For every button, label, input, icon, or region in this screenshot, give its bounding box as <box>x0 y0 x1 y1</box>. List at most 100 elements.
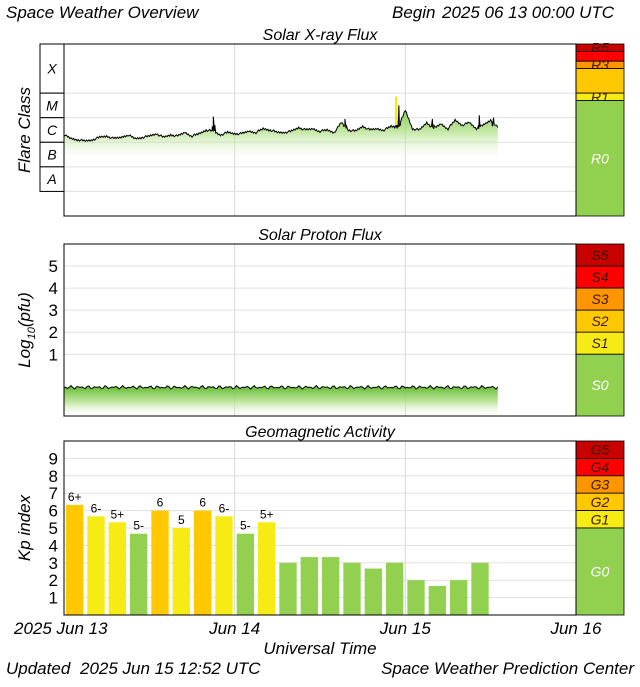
scale-label: G1 <box>591 511 610 527</box>
scale-label: G4 <box>591 459 610 475</box>
kp-ytick-label: 6 <box>49 502 58 521</box>
kp-bar <box>450 580 468 615</box>
scale-label: S2 <box>591 313 608 329</box>
scale-label: G3 <box>591 477 610 493</box>
kp-ylabel: Kp index <box>15 494 34 561</box>
scale-label: G2 <box>591 494 610 510</box>
begin-label: Begin <box>392 3 435 22</box>
class-label: C <box>47 122 58 138</box>
proton-title: Solar Proton Flux <box>258 227 383 244</box>
kp-bar <box>215 516 233 615</box>
kp-ytick-label: 5 <box>49 519 58 538</box>
kp-bar <box>258 522 276 615</box>
kp-bar-label: 5+ <box>260 507 274 521</box>
x-tick-label: Jun 14 <box>208 619 260 638</box>
kp-bar <box>428 585 446 615</box>
proton-fill <box>64 385 498 414</box>
kp-bar-label: 5- <box>133 519 144 533</box>
kp-bar <box>87 516 105 615</box>
proton-flux-line <box>63 384 499 390</box>
kp-bar <box>279 562 297 615</box>
kp-bar <box>471 562 489 615</box>
scale-level-R0 <box>575 100 625 217</box>
kp-ytick-label: 1 <box>49 589 58 608</box>
kp-ytick-label: 4 <box>49 536 58 555</box>
scale-level-band <box>575 68 625 94</box>
kp-title: Geomagnetic Activity <box>245 424 396 441</box>
scale-level-G0 <box>575 527 625 616</box>
proton-ylabel-unit: (pfu) <box>15 292 34 327</box>
proton-ytick-label: 4 <box>49 279 58 298</box>
kp-bar <box>66 504 84 615</box>
class-label: B <box>47 147 56 163</box>
scale-label: S1 <box>591 335 608 351</box>
xray-frame <box>63 43 577 217</box>
source-credit: Space Weather Prediction Center <box>381 659 635 678</box>
x-tick-label: Jun 15 <box>379 619 432 638</box>
kp-ytick-label: 9 <box>49 449 58 468</box>
xray-grid <box>64 44 576 216</box>
proton-series <box>63 384 499 414</box>
x-tick-label: Jun 16 <box>549 619 602 638</box>
proton-frame <box>63 243 577 417</box>
proton-ylabel-sub: 10 <box>26 326 38 339</box>
class-box <box>39 166 65 192</box>
scale-label: S0 <box>591 377 608 393</box>
kp-bar <box>407 580 425 615</box>
updated-label: Updated <box>6 659 71 678</box>
kp-bar <box>172 528 190 615</box>
kp-bar <box>300 557 318 615</box>
overview-title: Space Weather Overview <box>6 3 200 22</box>
proton-scale-bar: S5 S4 S3 S2 S1 S0 <box>575 243 625 417</box>
xray-title: Solar X-ray Flux <box>263 27 379 44</box>
kp-bar-label: 6 <box>199 496 206 510</box>
xray-series <box>63 96 499 156</box>
proton-grid: 1 2 3 4 5 <box>49 244 576 416</box>
x-axis-tick-labels: 2025 Jun 13 Jun 14 Jun 15 Jun 16 <box>13 619 602 638</box>
kp-ytick-label: 7 <box>49 484 58 503</box>
kp-frame <box>63 440 577 616</box>
kp-bar <box>364 568 382 615</box>
kp-bar <box>343 562 361 615</box>
xray-fill <box>64 96 498 156</box>
kp-bar <box>130 533 148 615</box>
scale-label: S3 <box>591 291 608 307</box>
kp-bars: 6+ 6- 5+ 5- 656 6- 5- 5+ <box>66 490 489 615</box>
kp-bar <box>151 510 169 615</box>
kp-bar-label: 5- <box>240 519 251 533</box>
kp-bar-label: 6+ <box>68 490 82 504</box>
x-tick-label: 2025 Jun 13 <box>13 619 108 638</box>
class-label: A <box>46 171 56 187</box>
kp-bar <box>108 522 126 615</box>
updated-value: 2025 Jun 15 12:52 UTC <box>79 659 261 678</box>
class-label: X <box>46 61 57 77</box>
xray-flux-line <box>63 96 499 143</box>
kp-bar <box>236 533 254 615</box>
scale-label: S5 <box>591 247 608 263</box>
class-label: M <box>46 97 58 113</box>
kp-bar-label: 5+ <box>110 507 124 521</box>
kp-ytick-label: 3 <box>49 554 58 573</box>
kp-ytick-label: 8 <box>49 467 58 486</box>
proton-ylabel-base: Log <box>15 339 34 368</box>
begin-value: 2025 06 13 00:00 UTC <box>441 3 615 22</box>
x-axis-title: Universal Time <box>263 639 376 658</box>
proton-ylabel: Log10(pfu) <box>15 292 38 368</box>
class-box <box>39 141 65 168</box>
proton-panel: Solar Proton Flux 1 2 3 4 5 S5 S4 S3 S2 S1 S0 Log… <box>15 227 625 417</box>
kp-bar-label: 5 <box>178 513 185 527</box>
scale-level-S0 <box>575 353 625 417</box>
scale-label: S4 <box>591 269 608 285</box>
kp-bar-label: 6 <box>157 496 164 510</box>
proton-ytick-label: 5 <box>49 257 58 276</box>
scale-label: R0 <box>591 150 609 166</box>
scale-label: G5 <box>591 442 610 458</box>
proton-ytick-label: 3 <box>49 301 58 320</box>
